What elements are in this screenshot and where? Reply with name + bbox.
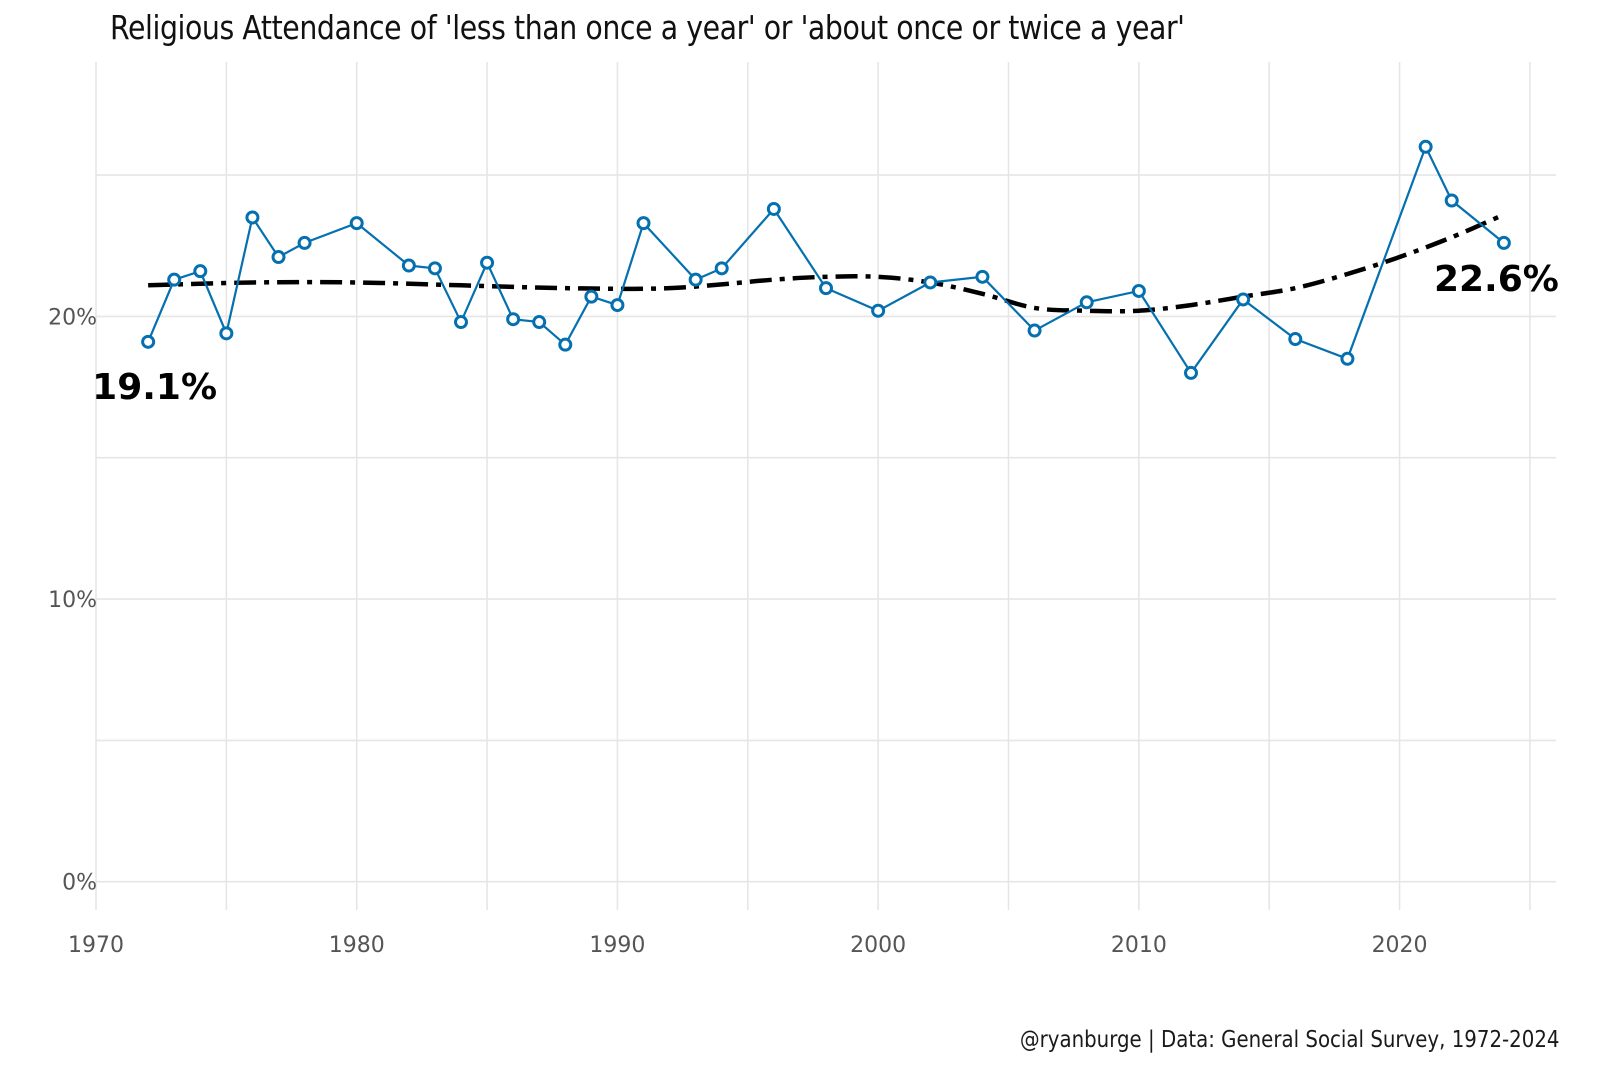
x-tick-label: 1970 bbox=[68, 933, 124, 958]
data-point bbox=[1027, 323, 1042, 338]
data-point bbox=[975, 269, 990, 284]
y-tick-label: 10% bbox=[48, 588, 97, 613]
data-point bbox=[532, 315, 547, 330]
data-point bbox=[219, 326, 234, 341]
data-point bbox=[688, 272, 703, 287]
data-point bbox=[1418, 139, 1433, 154]
data-point bbox=[193, 264, 208, 279]
data-point bbox=[245, 210, 260, 225]
data-point bbox=[349, 216, 364, 231]
series-layer bbox=[141, 139, 1511, 380]
data-point bbox=[1184, 365, 1198, 380]
data-point bbox=[167, 272, 182, 287]
data-point bbox=[271, 250, 286, 265]
y-axis: 0% 10% 20% bbox=[48, 305, 97, 895]
data-point bbox=[1288, 332, 1303, 347]
data-point bbox=[297, 235, 312, 250]
data-point bbox=[480, 255, 495, 270]
data-point bbox=[584, 289, 599, 304]
x-tick-label: 2000 bbox=[850, 933, 906, 958]
end-value-label: 19.1% bbox=[92, 367, 217, 408]
data-point bbox=[141, 334, 156, 349]
y-tick-label: 0% bbox=[62, 871, 97, 896]
annotations: 19.1% 22.6% bbox=[92, 259, 1559, 408]
data-point bbox=[427, 261, 442, 276]
data-point bbox=[1496, 235, 1511, 250]
data-point bbox=[871, 303, 886, 318]
data-point bbox=[1444, 193, 1459, 208]
x-axis: 1970 1980 1990 2000 2010 2020 bbox=[68, 933, 1428, 958]
chart-caption: @ryanburge | Data: General Social Survey… bbox=[1020, 1027, 1560, 1053]
data-point bbox=[401, 258, 416, 273]
data-point bbox=[766, 201, 781, 216]
x-tick-label: 2020 bbox=[1372, 933, 1428, 958]
data-point bbox=[1131, 283, 1146, 298]
data-point bbox=[1340, 351, 1355, 366]
chart-title: Religious Attendance of 'less than once … bbox=[110, 8, 1185, 47]
data-point bbox=[636, 216, 651, 231]
y-tick-label: 20% bbox=[48, 305, 97, 330]
x-tick-label: 2010 bbox=[1111, 933, 1167, 958]
data-point bbox=[506, 312, 521, 327]
data-point bbox=[558, 337, 573, 352]
data-point bbox=[714, 261, 729, 276]
trend-layer bbox=[148, 212, 1505, 314]
data-point bbox=[454, 315, 468, 330]
data-point bbox=[819, 281, 833, 296]
end-value-label: 22.6% bbox=[1434, 259, 1559, 300]
data-point bbox=[610, 298, 625, 313]
data-point bbox=[1079, 295, 1094, 310]
data-point bbox=[1236, 292, 1251, 307]
grid bbox=[95, 62, 1556, 910]
trend-line bbox=[148, 212, 1505, 314]
x-tick-label: 1990 bbox=[589, 933, 645, 958]
data-point bbox=[923, 275, 938, 290]
x-tick-label: 1980 bbox=[329, 933, 385, 958]
